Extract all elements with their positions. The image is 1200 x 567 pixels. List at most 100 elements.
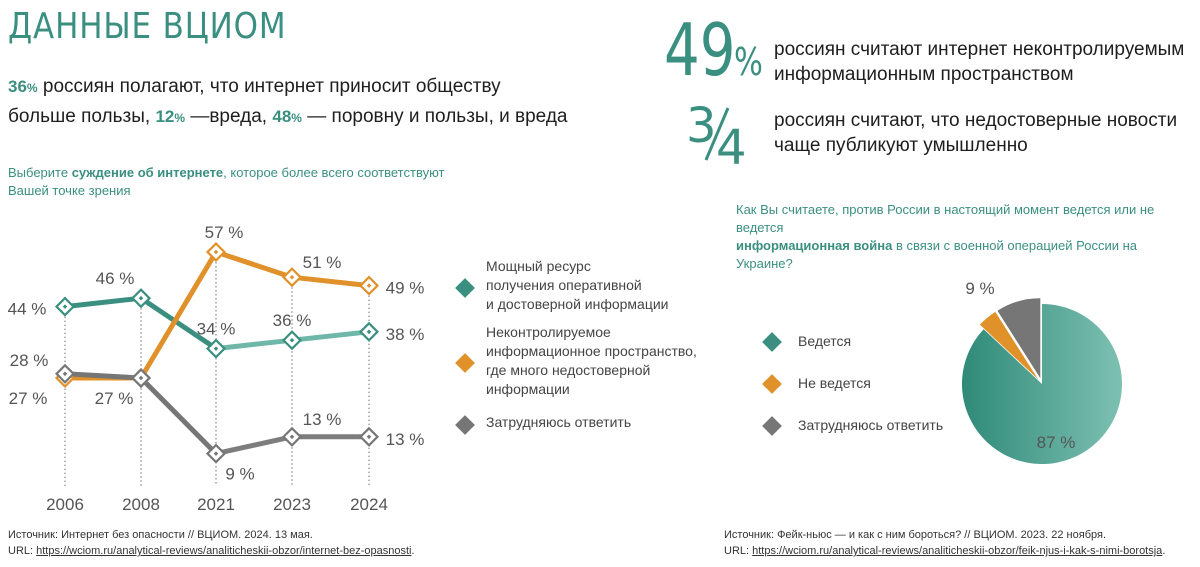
stat-benefit-text: больше пользы,: [8, 106, 156, 127]
left-stat-line-1: 36% россиян полагают, что интернет прино…: [8, 76, 501, 98]
teal-series-segment: [213, 337, 295, 352]
teal-label-2021: 34 %: [197, 320, 236, 339]
stat-fraction-line-1: россиян считают, что недостоверные новос…: [774, 110, 1178, 131]
legend-label-orange: Неконтролируемое информационное пространс…: [486, 324, 697, 397]
question-text-c: Вашей точке зрения: [8, 183, 131, 198]
x-tick-2023: 2023: [273, 495, 311, 514]
gray-point-2008: [130, 367, 152, 389]
gray-label-2023: 13 %: [303, 410, 342, 429]
teal-series-segment: [138, 295, 219, 352]
legend-label-gray: Затрудняюсь ответить: [486, 414, 632, 430]
pie-legend-label-gray: Затрудняюсь ответить: [798, 417, 944, 433]
gray-point-2021: [205, 443, 227, 464]
source-left-end: .: [411, 545, 415, 557]
teal-diamond-icon: [455, 277, 475, 298]
question-text-bold: суждение об интернете: [71, 165, 224, 180]
teal-point-2008: [130, 288, 152, 309]
orange-point-2023: [281, 267, 303, 288]
source-left-link[interactable]: https://wciom.ru/analytical-reviews/anal…: [36, 545, 412, 557]
teal-diamond-icon: [762, 332, 782, 352]
teal-label-2023: 36 %: [273, 311, 312, 330]
stat-12-percent: %: [174, 111, 186, 125]
teal-series-segment: [289, 329, 372, 343]
question-text-a: Выберите: [8, 165, 72, 180]
line-chart-question: Выберите суждение об интернете, которое …: [8, 164, 448, 200]
x-tick-2021: 2021: [197, 495, 235, 514]
teal-label-2024: 38 %: [386, 325, 425, 344]
teal-point-2023: [281, 330, 303, 351]
orange-label-2006: 27 %: [9, 389, 48, 408]
pie-chart-question: Как Вы считаете, против России в настоящ…: [736, 201, 1196, 273]
pie-legend-label-teal: Ведется: [798, 333, 852, 349]
pie-slice-orange: [979, 311, 1039, 380]
stat-36-percent: %: [26, 81, 38, 95]
x-tick-2006: 2006: [46, 495, 84, 514]
gray-point-2024: [358, 426, 380, 447]
orange-label-2008: 27 %: [95, 389, 134, 408]
x-tick-2008: 2008: [122, 495, 160, 514]
pie-question-line-2: в связи с военной операцией России на Ук…: [736, 238, 1138, 271]
orange-series-segment: [213, 249, 295, 280]
stat-49-text: россиян считают интернет неконтролируемы…: [774, 37, 1184, 87]
fraction-slash-icon: [704, 107, 730, 161]
orange-point-2024: [358, 275, 380, 296]
stat-12-number: 12: [155, 107, 175, 126]
source-right-link[interactable]: https://wciom.ru/analytical-reviews/anal…: [752, 545, 1163, 557]
orange-label-2023: 51 %: [303, 253, 342, 272]
gray-diamond-icon: [762, 416, 782, 436]
stat-36-number: 36: [8, 77, 27, 96]
teal-series-segment: [62, 295, 144, 310]
source-right-end: .: [1162, 545, 1166, 557]
orange-diamond-icon: [762, 374, 782, 394]
legend-label-teal: Мощный ресурс получения оперативной и дост…: [486, 258, 669, 312]
question-text-b: , которое более всего соответствуют: [223, 165, 445, 180]
stat-49-percent: %: [734, 40, 763, 84]
gray-diamond-icon: [455, 414, 475, 435]
pie-legend-item-teal: Ведется: [762, 332, 962, 356]
pie-label-teal: 87 %: [1037, 433, 1076, 452]
pie-question-line-1: Как Вы считаете, против России в настоящ…: [736, 202, 1155, 235]
stat-49-line-2: информационным пространством: [774, 64, 1074, 85]
stat-fraction-text: россиян считают, что недостоверные новос…: [774, 108, 1177, 158]
teal-label-2008: 46 %: [96, 269, 135, 288]
orange-label-2021: 57 %: [205, 223, 244, 242]
stat-49-number: 49: [664, 8, 736, 92]
stat-36-text: россиян полагают, что интернет приносит …: [37, 76, 501, 97]
source-right-url-label: URL:: [724, 545, 753, 557]
pie-slice-gray: [997, 298, 1041, 379]
orange-point-2021: [205, 241, 227, 263]
source-left-url-label: URL:: [8, 545, 37, 557]
pie-legend-item-orange: Не ведется: [762, 374, 962, 398]
orange-series-segment: [138, 249, 219, 381]
teal-point-2006: [54, 296, 76, 317]
x-tick-2024: 2024: [350, 495, 388, 514]
teal-point-2021: [205, 338, 227, 359]
source-right: Источник: Фейк-ньюс — и как с ним бороть…: [724, 527, 1165, 559]
gray-label-2021: 9 %: [225, 465, 254, 484]
teal-label-2006: 44 %: [8, 300, 47, 319]
stat-fraction-line-2: чаще публикуют умышленно: [774, 135, 1028, 156]
pie-question-bold: информационная война: [736, 238, 893, 253]
gray-point-2023: [281, 426, 303, 447]
stat-equal-text: — поровну и пользы, и вреда: [301, 106, 568, 127]
orange-label-2024: 49 %: [386, 279, 425, 298]
source-left: Источник: Интернет без опасности // ВЦИО…: [8, 527, 415, 559]
pie-slice-teal: [962, 304, 1122, 464]
page-heading: ДАННЫЕ ВЦИОМ: [8, 6, 287, 47]
pie-chart: 87 %4 %9 %: [962, 279, 1122, 464]
orange-diamond-icon: [455, 353, 475, 373]
gray-series-segment: [213, 434, 295, 457]
gray-label-2006: 28 %: [10, 351, 49, 370]
pie-label-gray: 9 %: [965, 279, 994, 298]
stat-48-percent: %: [291, 111, 302, 125]
line-chart: 2006 2008 2021 2023 2024 44 % 46 % 34 % 36 % 38 %…: [8, 223, 425, 514]
gray-point-2006: [54, 363, 76, 384]
stat-fraction-denominator: 4: [716, 120, 747, 176]
gray-series-segment: [138, 375, 219, 457]
gray-series-segment: [62, 371, 144, 381]
stat-49-line-1: россиян считают интернет неконтролируемы…: [774, 39, 1185, 60]
stat-harm-text: —вреда,: [185, 106, 273, 127]
pie-legend-label-orange: Не ведется: [798, 375, 871, 391]
gray-label-2024: 13 %: [386, 430, 425, 449]
teal-point-2024: [358, 321, 380, 342]
